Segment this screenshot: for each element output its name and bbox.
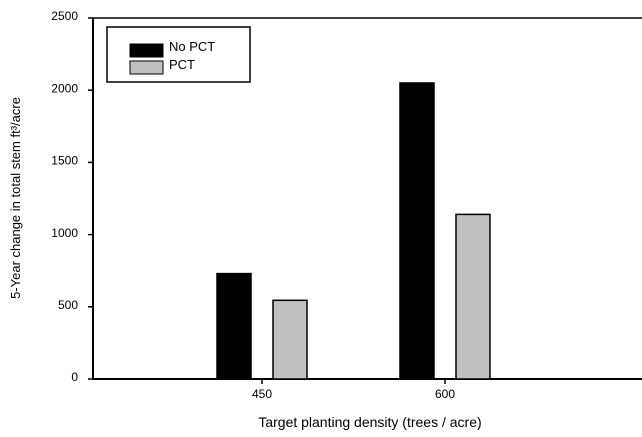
legend-box <box>106 26 251 83</box>
legend-label-no-pct: No PCT <box>169 39 215 54</box>
legend-label-pct: PCT <box>169 57 195 72</box>
bar-pct-450 <box>272 299 308 380</box>
axes <box>92 17 642 380</box>
y-tick-label: 500 <box>58 298 78 312</box>
legend-swatch-pct <box>129 60 164 75</box>
x-ticks: 450 600 <box>252 379 455 401</box>
bar-pct-600 <box>455 213 491 380</box>
bar-no-pct-450 <box>216 272 252 380</box>
legend-swatch-no-pct <box>129 43 164 58</box>
y-axis-label: 5-Year change in total stem ft³/acre <box>8 97 23 299</box>
y-ticks: 0 500 1000 1500 2000 2500 <box>51 9 93 384</box>
legend: No PCT PCT <box>106 26 251 83</box>
bars <box>216 82 491 380</box>
x-axis-label: Target planting density (trees / acre) <box>258 414 481 430</box>
x-tick-label: 600 <box>435 387 455 401</box>
x-tick-label: 450 <box>252 387 272 401</box>
y-tick-label: 2000 <box>51 81 78 95</box>
bar-no-pct-600 <box>399 82 435 380</box>
y-tick-label: 0 <box>71 370 78 384</box>
y-tick-label: 2500 <box>51 9 78 23</box>
y-tick-label: 1500 <box>51 154 78 168</box>
y-tick-label: 1000 <box>51 226 78 240</box>
